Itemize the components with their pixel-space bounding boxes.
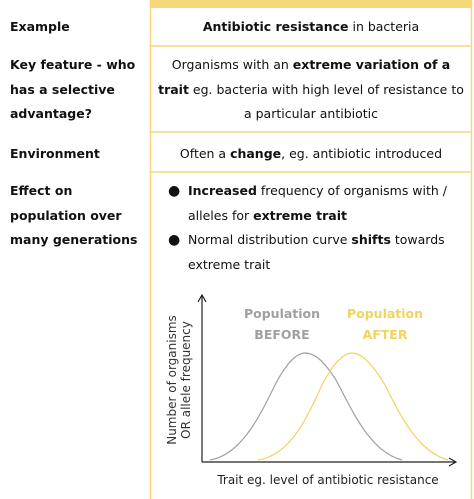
text-segment: in bacteria — [348, 19, 420, 34]
text-segment: , eg. antibiotic introduced — [281, 146, 443, 161]
text-segment: extreme trait — [253, 207, 347, 223]
bullet-text: Increased frequency of organisms with / … — [188, 179, 468, 228]
x-label: Trait eg. level of antibiotic resistance — [216, 473, 438, 487]
text-segment: Antibiotic resistance — [202, 19, 349, 34]
text-segment: extreme variation of a trait — [158, 57, 451, 97]
text-segment: shifts — [351, 232, 391, 247]
row-label: Effect on population over many generatio… — [10, 183, 138, 247]
row-label: Key feature - who has a selective advant… — [10, 57, 136, 121]
borders — [149, 0, 473, 499]
text-segment: Organisms with an — [171, 57, 293, 72]
bullet: ● — [168, 232, 181, 248]
cell: Often a change, eg. antibiotic introduce… — [158, 142, 464, 167]
header-bar — [150, 0, 472, 8]
y-label: Number of organisms — [165, 315, 179, 445]
text-segment: eg. bacteria with high level of resistan… — [188, 81, 464, 122]
curve-after — [257, 352, 449, 461]
bullet-text: Normal distribution curve shifts towards… — [188, 228, 468, 277]
text-segment: frequency of organisms with / alleles fo… — [188, 183, 448, 223]
after-label: AFTER — [363, 327, 408, 342]
text-segment: Often a — [179, 146, 231, 161]
graph: Population BEFORE Population AFTER Numbe… — [165, 293, 458, 487]
after-label: Population — [347, 306, 423, 321]
text-segment: change — [230, 146, 282, 161]
text-segment: towards extreme trait — [188, 232, 445, 272]
before-label: BEFORE — [254, 327, 309, 342]
cell: Organisms with an extreme variation of a… — [158, 53, 464, 127]
row-label: Environment — [10, 146, 100, 161]
cell: Antibiotic resistance in bacteria — [158, 15, 464, 40]
text-segment: Increased — [188, 183, 257, 198]
text-segment: Normal distribution curve — [188, 232, 352, 247]
y-label: OR allele frequency — [179, 321, 193, 439]
before-label: Population — [244, 306, 320, 321]
bullet: ● — [168, 183, 181, 199]
row-label: Example — [10, 19, 70, 34]
curve-before — [209, 352, 403, 461]
